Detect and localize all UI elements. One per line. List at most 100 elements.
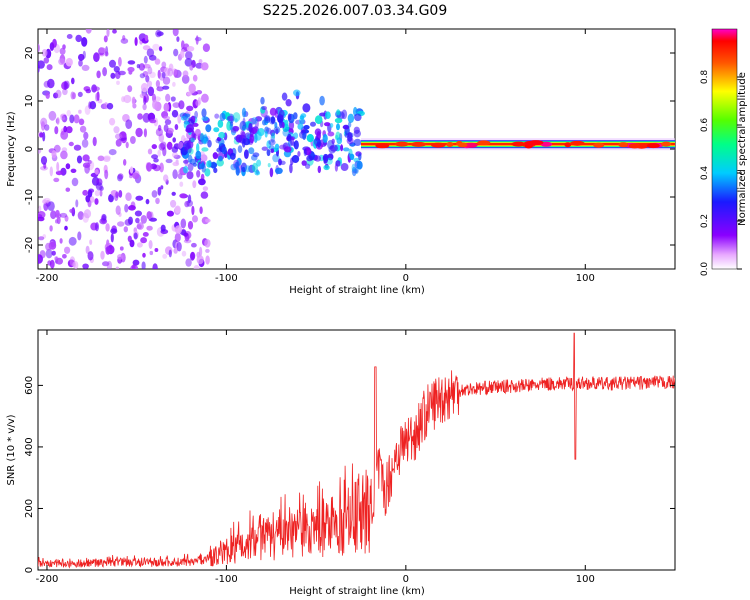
spectrogram-noise-blob: [184, 200, 190, 208]
spectrogram-onset-blob: [347, 113, 355, 124]
colorbar-tick-label: 0.4: [700, 166, 710, 181]
spectrogram-onset-blob: [274, 110, 278, 118]
spectrogram-noise-blob: [146, 225, 153, 231]
spectrogram-onset-blob: [342, 124, 350, 130]
spectrogram-noise-blob: [182, 70, 189, 78]
spectrogram-noise-blob: [189, 251, 195, 261]
spectrogram-noise-blob: [147, 66, 153, 75]
spectrogram-noise-blob: [55, 170, 63, 176]
spectrogram-noise-blob: [73, 114, 80, 124]
spectrogram-onset-blob: [323, 164, 330, 171]
spectrogram-noise-blob: [167, 67, 173, 77]
spectrogram-noise-blob: [166, 210, 174, 217]
spectrogram-noise-blob: [191, 242, 197, 248]
spectrogram-onset-blob: [325, 111, 331, 119]
x-tick-label: 0: [403, 273, 409, 284]
spectrogram-noise-blob: [113, 126, 120, 134]
spectrogram-noise-blob: [157, 186, 162, 196]
spectrogram-noise-blob: [135, 127, 143, 138]
spectrogram-onset-blob: [310, 121, 316, 127]
spectrogram-onset-blob: [261, 146, 268, 151]
spectrogram-onset-blob: [281, 121, 285, 129]
spectrogram-noise-blob: [41, 49, 48, 57]
spectrogram-carrier-blob: [661, 141, 672, 147]
spectrogram-noise-blob: [60, 150, 68, 160]
spectrogram-noise-blob: [187, 194, 192, 204]
spectrogram-x-label: Height of straight line (km): [289, 285, 425, 296]
y-tick-label: 200: [24, 499, 35, 518]
spectrogram-noise-blob: [129, 166, 134, 174]
spectrogram-onset-blob: [183, 166, 189, 174]
spectrogram-onset-blob: [234, 161, 240, 169]
spectrogram-noise-blob: [200, 62, 209, 71]
spectrogram-noise-blob: [128, 205, 136, 211]
spectrogram-onset-blob: [289, 163, 293, 174]
spectrogram-noise-blob: [144, 34, 149, 42]
spectrogram-noise-blob: [156, 86, 164, 92]
spectrogram-noise-blob: [123, 94, 132, 104]
spectrogram-noise-blob: [117, 254, 124, 260]
spectrogram-noise-blob: [38, 216, 45, 222]
spectrogram-noise-blob: [108, 149, 117, 156]
spectrogram-noise-blob: [69, 208, 75, 213]
spectrogram-noise-blob: [168, 249, 172, 258]
spectrogram-onset-blob: [288, 120, 295, 130]
spectrogram-onset-blob: [229, 123, 234, 130]
spectrogram-onset-blob: [244, 149, 249, 159]
spectrogram-noise-blob: [180, 218, 187, 229]
spectrogram-data: [38, 29, 675, 269]
spectrogram-noise-blob: [79, 125, 87, 133]
spectrogram-noise-blob: [136, 64, 141, 69]
spectrogram-onset-blob: [183, 140, 191, 150]
spectrogram-noise-blob: [181, 250, 187, 257]
spectrogram-noise-blob: [188, 83, 196, 94]
spectrogram-onset-blob: [204, 168, 211, 177]
spectrogram-noise-blob: [106, 260, 113, 269]
spectrogram-noise-blob: [145, 75, 150, 83]
spectrogram-noise-blob: [59, 47, 66, 55]
spectrogram-noise-blob: [165, 158, 173, 164]
spectrogram-noise-blob: [38, 254, 43, 264]
spectrogram-onset-blob: [282, 129, 290, 137]
spectrogram-noise-blob: [43, 202, 49, 211]
spectrogram-carrier-blob: [511, 141, 526, 147]
colorbar-tick-label: 0.6: [700, 118, 710, 133]
spectrogram-onset-blob: [217, 119, 224, 128]
spectrogram-onset-blob: [260, 96, 265, 105]
spectrogram-noise-blob: [195, 35, 199, 45]
spectrogram-noise-blob: [65, 187, 71, 192]
spectrogram-onset-blob: [347, 121, 352, 128]
spectrogram-noise-blob: [140, 237, 148, 244]
spectrogram-onset-blob: [187, 162, 194, 172]
spectrogram-onset-blob: [353, 106, 358, 117]
spectrogram-noise-blob: [125, 119, 133, 129]
spectrogram-noise-blob: [137, 113, 143, 120]
spectrogram-noise-blob: [38, 60, 45, 69]
spectrogram-onset-blob: [194, 110, 199, 119]
spectrogram-onset-blob: [187, 147, 194, 155]
spectrogram-onset-blob: [195, 150, 202, 160]
spectrogram-noise-blob: [191, 205, 195, 216]
spectrogram-onset-blob: [349, 153, 355, 160]
spectrogram-noise-blob: [205, 248, 210, 253]
spectrogram-noise-blob: [172, 137, 176, 143]
spectrogram-onset-blob: [317, 165, 321, 174]
x-tick-label: -100: [215, 574, 238, 585]
spectrogram-noise-blob: [66, 109, 71, 117]
spectrogram-onset-blob: [240, 130, 246, 139]
x-tick-label: 100: [576, 273, 595, 284]
spectrogram-noise-blob: [143, 128, 147, 138]
snr-y-label: SNR (10 * v/v): [6, 414, 17, 485]
y-tick-label: -10: [24, 189, 35, 205]
spectrogram-noise-blob: [130, 136, 136, 144]
spectrogram-noise-blob: [146, 48, 155, 57]
spectrogram-onset-blob: [290, 136, 294, 146]
spectrogram-onset-blob: [279, 144, 287, 150]
spectrogram-onset-blob: [184, 113, 191, 118]
spectrogram-y-label: Frequency (Hz): [6, 111, 17, 187]
spectrogram-onset-blob: [219, 112, 226, 122]
spectrogram-noise-blob: [133, 232, 138, 240]
spectrogram-noise-blob: [118, 190, 123, 198]
spectrogram-noise-blob: [47, 78, 55, 89]
spectrogram-onset-blob: [264, 131, 268, 138]
